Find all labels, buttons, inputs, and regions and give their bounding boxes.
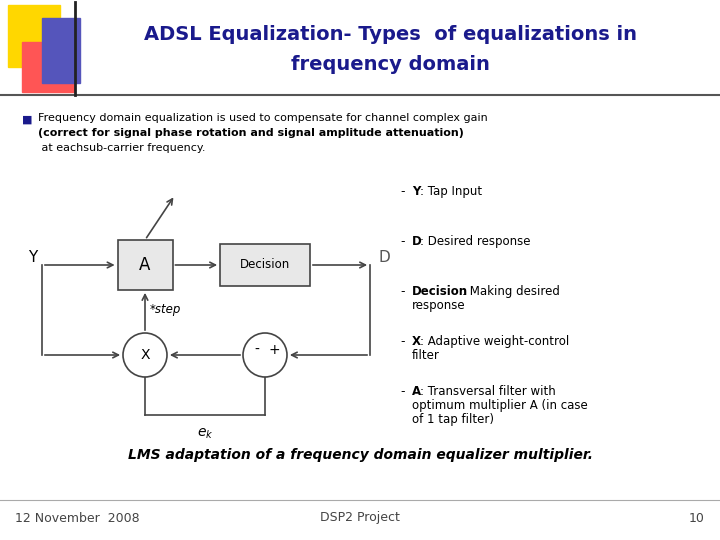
Text: -: -: [255, 343, 259, 357]
Text: +: +: [268, 343, 280, 357]
Bar: [22, 42, 74, 92]
Text: A: A: [139, 256, 150, 274]
Text: ADSL Equalization- Types  of equalizations in: ADSL Equalization- Types of equalization…: [143, 25, 636, 44]
Text: -: -: [400, 235, 405, 248]
Text: filter: filter: [412, 349, 440, 362]
Text: -: -: [400, 335, 405, 348]
Text: DSP2 Project: DSP2 Project: [320, 511, 400, 524]
Text: Decision: Decision: [240, 259, 290, 272]
Text: : Desired response: : Desired response: [420, 235, 531, 248]
Text: D: D: [378, 249, 390, 265]
Text: D: D: [412, 235, 422, 248]
Text: *step: *step: [150, 303, 181, 316]
Text: : Adaptive weight-control: : Adaptive weight-control: [420, 335, 570, 348]
Bar: [42, 18, 80, 83]
Text: : Transversal filter with: : Transversal filter with: [420, 385, 556, 398]
Text: Y: Y: [28, 249, 37, 265]
Text: 10: 10: [689, 511, 705, 524]
Bar: [220, 244, 310, 286]
Circle shape: [243, 333, 287, 377]
Text: $e_k$: $e_k$: [197, 427, 213, 441]
Text: LMS adaptation of a frequency domain equalizer multiplier.: LMS adaptation of a frequency domain equ…: [127, 448, 593, 462]
Text: frequency domain: frequency domain: [291, 56, 490, 75]
Text: Decision: Decision: [412, 285, 468, 298]
Text: : Tap Input: : Tap Input: [420, 185, 482, 198]
Text: : Making desired: : Making desired: [462, 285, 560, 298]
Text: at eachsub-carrier frequency.: at eachsub-carrier frequency.: [38, 143, 205, 153]
Text: -: -: [400, 285, 405, 298]
Text: response: response: [412, 299, 466, 312]
Text: X: X: [140, 348, 150, 362]
Text: -: -: [400, 385, 405, 398]
Text: Y: Y: [412, 185, 420, 198]
Text: Frequency domain equalization is used to compensate for channel complex gain: Frequency domain equalization is used to…: [38, 113, 487, 123]
Text: -: -: [400, 185, 405, 198]
Bar: [8, 5, 60, 67]
Text: ■: ■: [22, 115, 32, 125]
Text: of 1 tap filter): of 1 tap filter): [412, 413, 494, 426]
Text: 12 November  2008: 12 November 2008: [15, 511, 140, 524]
Text: A: A: [412, 385, 421, 398]
Text: X: X: [412, 335, 421, 348]
Bar: [117, 240, 173, 290]
Circle shape: [123, 333, 167, 377]
Text: optimum multiplier A (in case: optimum multiplier A (in case: [412, 399, 588, 412]
Text: (correct for signal phase rotation and signal amplitude attenuation): (correct for signal phase rotation and s…: [38, 128, 464, 138]
